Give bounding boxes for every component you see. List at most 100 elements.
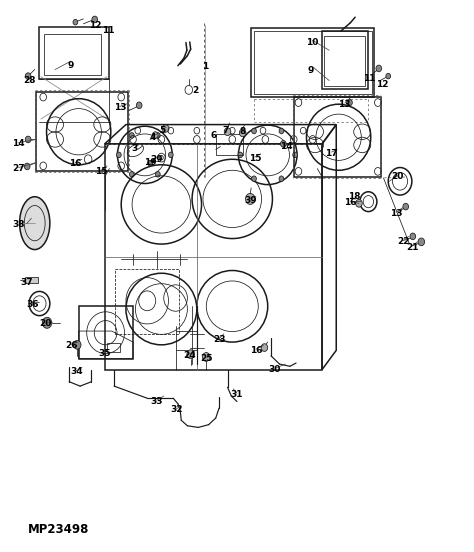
Bar <box>254 31 372 94</box>
Text: 12: 12 <box>89 21 101 30</box>
Text: 16: 16 <box>69 159 82 168</box>
Circle shape <box>42 317 52 328</box>
Text: 16: 16 <box>250 346 262 355</box>
Circle shape <box>403 203 409 210</box>
Circle shape <box>155 132 160 138</box>
Text: 15: 15 <box>249 153 261 163</box>
Circle shape <box>410 233 416 240</box>
Text: 34: 34 <box>70 367 82 376</box>
Bar <box>294 97 381 177</box>
Text: 26: 26 <box>65 341 78 350</box>
Circle shape <box>117 152 121 158</box>
Text: 7: 7 <box>222 126 229 135</box>
Circle shape <box>252 128 256 134</box>
Circle shape <box>293 152 298 158</box>
Bar <box>38 26 109 79</box>
Circle shape <box>137 102 142 109</box>
Text: 8: 8 <box>239 128 246 136</box>
Bar <box>44 34 101 75</box>
Text: 13: 13 <box>114 103 126 112</box>
Text: 20: 20 <box>392 172 404 182</box>
Text: 11: 11 <box>102 26 115 35</box>
Circle shape <box>252 176 256 182</box>
Circle shape <box>261 344 268 352</box>
Bar <box>251 28 374 97</box>
Text: 2: 2 <box>192 87 199 95</box>
Circle shape <box>279 176 284 182</box>
Circle shape <box>279 128 284 134</box>
Text: 13: 13 <box>391 209 403 217</box>
Text: 12: 12 <box>376 80 389 89</box>
Text: 27: 27 <box>12 164 25 173</box>
Circle shape <box>376 65 382 72</box>
Bar <box>36 92 128 171</box>
Bar <box>324 36 365 86</box>
Circle shape <box>25 73 31 79</box>
Circle shape <box>24 163 30 169</box>
Circle shape <box>202 353 210 362</box>
Circle shape <box>246 193 255 204</box>
Text: 35: 35 <box>99 348 111 358</box>
Text: 29: 29 <box>150 155 163 164</box>
Text: 32: 32 <box>170 405 183 415</box>
Text: 24: 24 <box>183 351 196 360</box>
Circle shape <box>129 172 134 177</box>
Circle shape <box>129 132 134 138</box>
Text: 14: 14 <box>280 141 292 151</box>
Circle shape <box>148 161 153 166</box>
Text: 20: 20 <box>39 319 52 328</box>
Text: 14: 14 <box>12 139 25 148</box>
Circle shape <box>92 16 98 23</box>
Bar <box>322 31 368 89</box>
Circle shape <box>155 172 160 177</box>
Circle shape <box>73 341 81 349</box>
Text: 31: 31 <box>231 390 243 399</box>
Text: 25: 25 <box>201 354 213 363</box>
Text: 9: 9 <box>67 61 74 70</box>
Text: 1: 1 <box>202 62 208 71</box>
Bar <box>25 277 37 283</box>
Circle shape <box>418 238 425 246</box>
Text: 37: 37 <box>20 278 33 287</box>
Circle shape <box>238 152 243 158</box>
Text: 36: 36 <box>27 300 39 309</box>
Bar <box>216 134 243 155</box>
Text: 11: 11 <box>363 75 375 83</box>
Circle shape <box>73 19 78 25</box>
Text: 4: 4 <box>150 132 156 142</box>
Circle shape <box>281 141 286 147</box>
Circle shape <box>239 129 246 137</box>
Text: 33: 33 <box>150 397 163 406</box>
Text: 28: 28 <box>23 76 35 85</box>
Circle shape <box>356 199 362 207</box>
Text: 39: 39 <box>244 195 256 204</box>
Circle shape <box>153 132 158 139</box>
Text: 19: 19 <box>144 158 156 167</box>
Circle shape <box>346 99 352 106</box>
Text: 30: 30 <box>269 365 281 374</box>
Text: 13: 13 <box>338 100 351 109</box>
Text: 22: 22 <box>397 237 410 246</box>
Circle shape <box>224 128 231 136</box>
Text: 38: 38 <box>12 220 25 229</box>
Circle shape <box>386 73 391 79</box>
Text: 17: 17 <box>325 148 338 158</box>
Circle shape <box>162 125 169 132</box>
Text: 18: 18 <box>348 192 360 201</box>
Text: 10: 10 <box>306 38 319 47</box>
Text: 15: 15 <box>95 167 107 176</box>
Ellipse shape <box>19 197 50 250</box>
Circle shape <box>168 152 173 158</box>
Circle shape <box>25 136 31 143</box>
Text: 9: 9 <box>307 66 313 75</box>
Text: 21: 21 <box>407 243 419 252</box>
Bar <box>107 343 120 352</box>
Text: 23: 23 <box>213 336 225 344</box>
Text: 5: 5 <box>159 126 165 135</box>
Text: 3: 3 <box>132 144 138 153</box>
Text: MP23498: MP23498 <box>28 523 90 536</box>
Bar <box>79 306 133 359</box>
Bar <box>115 269 179 334</box>
Text: 6: 6 <box>210 131 217 140</box>
Circle shape <box>187 350 194 359</box>
